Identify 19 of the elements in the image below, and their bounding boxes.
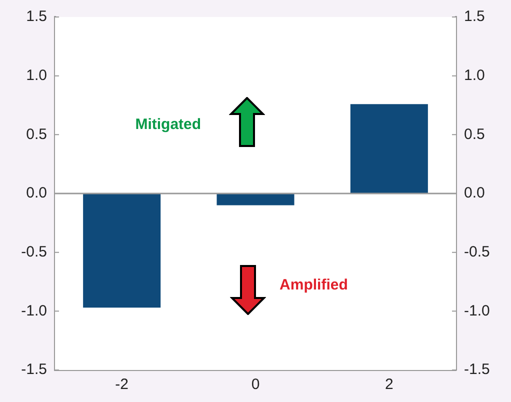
- y-tick-label: -1.0: [21, 302, 47, 320]
- y2-tick-label: -1.5: [464, 361, 490, 378]
- y-tick-label: -1.5: [21, 361, 47, 378]
- y-tick-label: 1.5: [26, 8, 47, 26]
- y2-tick-label: 0.5: [464, 126, 485, 143]
- y2-tick-label: 1.5: [464, 8, 485, 26]
- y2-tick-label: 1.0: [464, 66, 485, 84]
- y-tick-label: 0.5: [26, 126, 47, 143]
- y-tick-label: 1.0: [26, 66, 47, 84]
- y2-tick-label: 0.0: [464, 184, 485, 202]
- y-tick-label: 0.0: [26, 184, 47, 202]
- y-tick-label: -0.5: [21, 243, 47, 260]
- x-tick-label: -2: [115, 376, 129, 394]
- x-tick-label: 0: [251, 376, 260, 394]
- y2-tick-label: -1.0: [464, 302, 490, 320]
- y2-tick-label: -0.5: [464, 243, 490, 260]
- annotation: Mitigated: [135, 116, 202, 133]
- x-tick-label: 2: [384, 376, 394, 394]
- annotation: Amplified: [280, 276, 348, 294]
